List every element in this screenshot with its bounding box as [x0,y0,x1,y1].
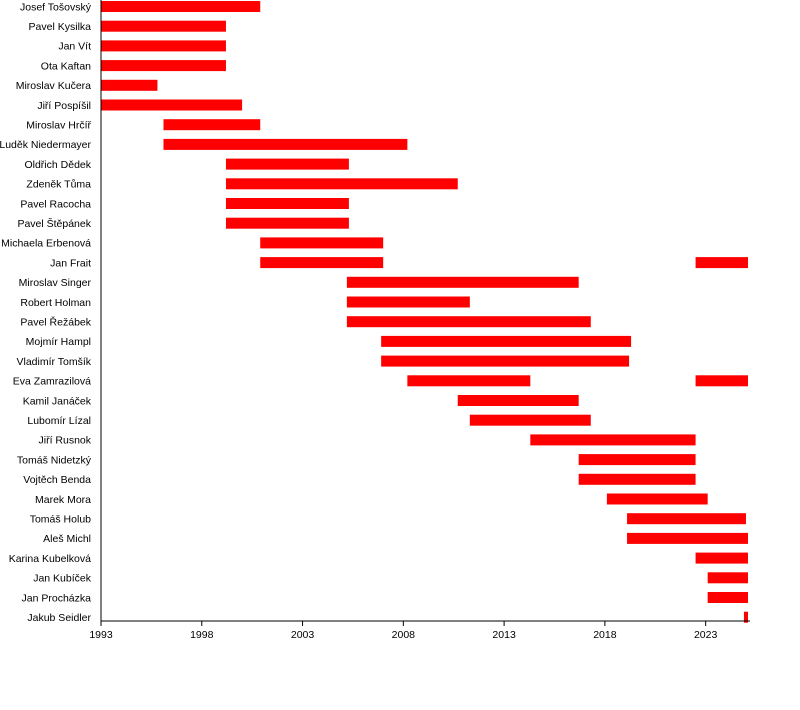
bar-vladimir-tomsik-1 [381,355,630,367]
bar-karina-kubelkova-1 [695,552,748,564]
row-label-jiri-rusnok: Jiří Rusnok [38,435,91,447]
row-label-kamil-janacek: Kamil Janáček [23,395,92,407]
row-label-eva-zamrazilova: Eva Zamrazilová [13,376,91,388]
bar-jan-prochazka-1 [707,592,748,603]
bar-pavel-rezabek-1 [346,316,591,328]
row-label-robert-holman: Robert Holman [20,297,91,309]
bar-jan-frait-1 [260,257,384,269]
row-label-jiri-pospisil: Jiří Pospíšil [37,100,91,112]
bar-zdenek-tuma-1 [225,178,458,190]
x-tick-label-1998: 1998 [190,629,214,641]
bar-jan-frait-2 [695,257,748,269]
row-label-pavel-rezabek: Pavel Řežábek [20,316,91,329]
x-tick-label-2023: 2023 [694,629,718,641]
x-tick-label-2008: 2008 [392,629,416,641]
bar-eva-zamrazilova-2 [695,375,748,387]
bars [101,1,748,623]
row-label-jan-frait: Jan Frait [50,257,91,269]
row-label-michaela-erbenova: Michaela Erbenová [1,238,91,250]
bar-ota-kaftan-1 [101,60,226,72]
bar-oldrich-dedek-1 [225,158,349,170]
name-labels: Josef Tošovský Pavel Kysilka Jan Vít Ota Ka… [0,1,92,624]
bar-jakub-seidler-1 [743,611,748,623]
row-label-miroslav-singer: Miroslav Singer [19,277,92,289]
row-label-zdenek-tuma: Zdeněk Tůma [26,179,91,191]
bar-ales-michl-1 [627,532,748,544]
bar-jan-vit-1 [101,40,226,52]
row-label-pavel-kysilka: Pavel Kysilka [29,21,92,33]
row-label-oldrich-dedek: Oldřich Dědek [24,159,91,171]
bar-pavel-racocha-1 [225,198,349,209]
bar-vojtech-benda-1 [578,473,696,485]
bar-lubomir-lizal-1 [469,414,591,426]
bar-jiri-rusnok-1 [530,434,696,446]
bar-pavel-stepanek-1 [225,217,349,229]
bar-michaela-erbenova-1 [260,237,384,249]
row-label-josef-tosovsky: Josef Tošovský [20,1,92,13]
bar-miroslav-kucera-1 [101,79,158,91]
row-label-pavel-stepanek: Pavel Štěpánek [17,217,91,230]
x-tick-label-2003: 2003 [291,629,315,641]
bar-jiri-pospisil-1 [101,99,243,111]
bar-jan-kubicek-1 [707,572,748,584]
bar-pavel-kysilka-1 [101,20,226,32]
row-label-jan-kubicek: Jan Kubíček [33,573,92,585]
row-label-ales-michl: Aleš Michl [43,533,91,545]
row-label-marek-mora: Marek Mora [35,494,91,506]
x-axis: 1993 1998 2003 2008 2013 2018 2023 [89,0,750,641]
bar-tomas-nidetzky-1 [578,454,696,466]
bar-miroslav-singer-1 [346,276,579,288]
row-label-jan-vit: Jan Vít [58,41,91,53]
row-label-jan-prochazka: Jan Procházka [22,592,92,604]
row-label-karina-kubelkova: Karina Kubelková [9,553,91,565]
bar-mojmir-hampl-1 [381,335,632,347]
bar-marek-mora-1 [606,493,708,505]
x-tick-label-2013: 2013 [492,629,516,641]
row-label-tomas-nidetzky: Tomáš Nidetzký [17,454,92,466]
row-label-vojtech-benda: Vojtěch Benda [23,474,91,486]
row-label-ludek-niedermayer: Luděk Niedermayer [0,139,91,151]
row-label-miroslav-kucera: Miroslav Kučera [16,80,91,92]
bar-eva-zamrazilova-1 [407,375,531,387]
row-label-mojmir-hampl: Mojmír Hampl [26,336,91,348]
bar-ludek-niedermayer-1 [163,138,408,150]
bar-miroslav-hrcir-1 [163,119,261,131]
row-label-miroslav-hrcir: Miroslav Hrčíř [26,120,91,132]
row-label-tomas-holub: Tomáš Holub [30,514,91,526]
bar-kamil-janacek-1 [457,395,579,406]
x-tick-label-1993: 1993 [89,629,113,641]
row-label-vladimir-tomsik: Vladimír Tomšík [17,356,92,368]
row-label-pavel-racocha: Pavel Racocha [20,198,91,210]
bar-tomas-holub-1 [627,513,746,525]
row-label-jakub-seidler: Jakub Seidler [27,612,91,624]
bar-josef-tosovsky-1 [101,1,261,12]
row-label-lubomir-lizal: Lubomír Lízal [27,415,91,427]
bar-robert-holman-1 [346,296,470,308]
row-label-ota-kaftan: Ota Kaftan [41,60,91,72]
x-tick-label-2018: 2018 [593,629,617,641]
